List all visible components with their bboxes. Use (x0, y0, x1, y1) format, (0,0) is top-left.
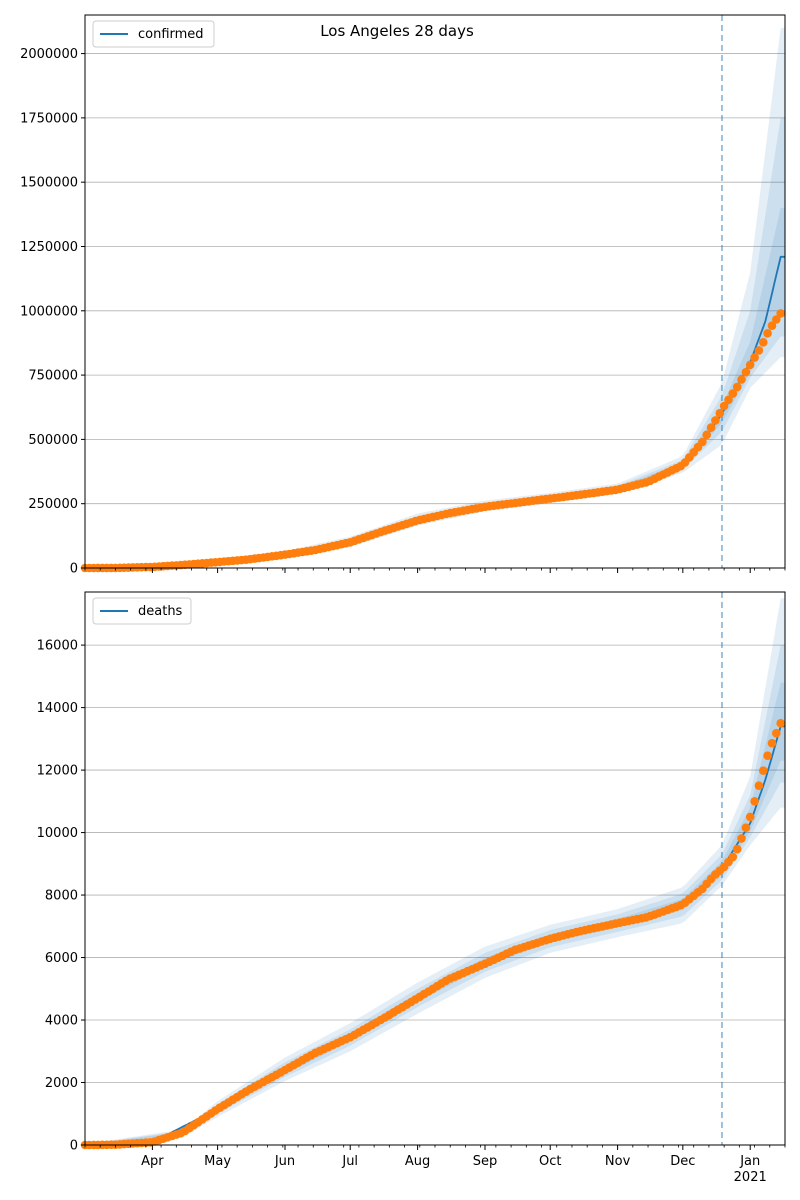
y-tick-label: 750000 (28, 369, 78, 384)
observed-point (737, 834, 746, 843)
x-tick-label: May (204, 1154, 231, 1169)
x-tick-label: Dec (670, 1154, 695, 1169)
observed-point (767, 738, 777, 748)
observed-point (772, 728, 781, 738)
deaths-legend-box (92, 597, 192, 625)
x-tick-label: Nov (605, 1154, 631, 1169)
x-tick-label: Sep (473, 1154, 498, 1169)
observed-point (737, 375, 746, 384)
confirmed-legend: confirmed (92, 20, 215, 48)
observed-point (741, 367, 751, 377)
x-tick-label: Jan (739, 1154, 760, 1169)
x-tick-label: Jul (341, 1154, 358, 1169)
observed-point (732, 844, 742, 854)
observed-point (741, 823, 751, 832)
observed-point (754, 346, 764, 355)
observed-point (711, 416, 720, 425)
confirmed-x-axis (84, 568, 786, 573)
confirmed-legend-box (92, 20, 215, 48)
chart-title: Los Angeles 28 days (320, 22, 474, 40)
deaths-panel: 0 2000 4000 6000 8000 10000 12000 14000 16000 Ap… (37, 591, 786, 1185)
deaths-legend: deaths (92, 597, 192, 625)
y-tick-label: 2000 (45, 1076, 78, 1091)
observed-point (706, 423, 716, 432)
confirmed-legend-label: confirmed (138, 27, 204, 42)
y-tick-label: 1500000 (20, 176, 78, 191)
observed-point (745, 360, 755, 370)
observed-point (728, 852, 738, 862)
observed-point (759, 338, 768, 347)
observed-point (750, 797, 759, 806)
observed-point (750, 353, 759, 362)
observed-point (754, 781, 764, 790)
y-tick-label: 16000 (37, 639, 78, 654)
x-tick-label: Aug (405, 1154, 430, 1169)
y-tick-label: 6000 (45, 951, 78, 966)
y-tick-label: 1750000 (20, 111, 78, 126)
observed-point (763, 751, 772, 760)
observed-point (724, 395, 733, 405)
y-tick-label: 0 (70, 562, 78, 577)
observed-point (719, 401, 729, 411)
x-tick-label: Apr (141, 1154, 164, 1169)
y-tick-label: 4000 (45, 1014, 78, 1029)
observed-point (772, 315, 781, 324)
deaths-legend-label: deaths (138, 604, 183, 619)
y-tick-label: 10000 (37, 826, 78, 841)
deaths-y-axis: 0 2000 4000 6000 8000 10000 12000 14000 16000 (37, 639, 85, 1154)
y-tick-label: 12000 (37, 764, 78, 779)
confirmed-gridlines (85, 53, 785, 505)
y-tick-label: 250000 (28, 497, 78, 512)
y-tick-label: 14000 (37, 701, 78, 716)
y-tick-label: 0 (70, 1139, 78, 1154)
observed-point (776, 718, 785, 728)
y-tick-label: 1250000 (20, 240, 78, 255)
confirmed-y-axis: 0 250000 500000 750000 1000000 1250000 1500000… (20, 47, 85, 577)
observed-point (732, 382, 742, 392)
observed-point (728, 389, 738, 398)
observed-point (715, 408, 725, 418)
x-tick-label: Oct (539, 1154, 561, 1169)
observed-point (702, 430, 711, 440)
confirmed-panel: 0 250000 500000 750000 1000000 1250000 1500000… (20, 14, 786, 577)
y-tick-label: 2000000 (20, 47, 78, 62)
y-tick-label: 1000000 (20, 304, 78, 319)
x-tick-label: Jun (274, 1154, 295, 1169)
observed-point (759, 766, 768, 775)
deaths-observed-points (80, 718, 785, 1150)
y-tick-label: 500000 (28, 433, 78, 448)
observed-point (745, 812, 755, 822)
observed-point (698, 437, 707, 447)
observed-point (776, 309, 785, 318)
deaths-gridlines (85, 644, 785, 1083)
x-year-label: 2021 (734, 1170, 767, 1185)
observed-point (767, 321, 777, 331)
y-tick-label: 8000 (45, 889, 78, 904)
observed-point (763, 329, 772, 338)
